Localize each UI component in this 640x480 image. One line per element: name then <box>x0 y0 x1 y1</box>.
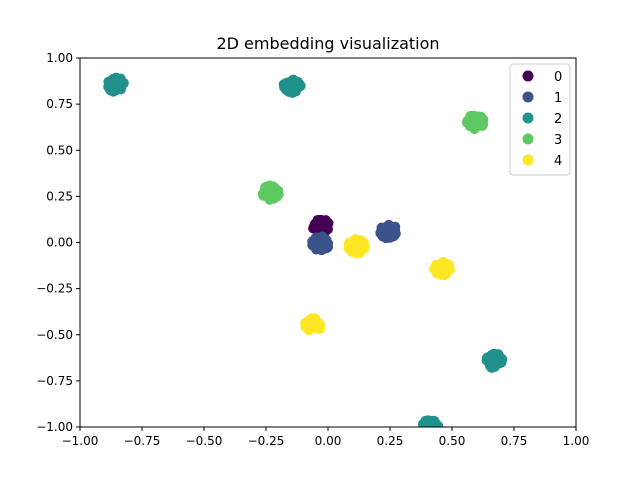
y-tick-label: 1.00 <box>46 51 73 65</box>
x-tick-label: 0.25 <box>377 434 404 448</box>
y-tick-label: −0.75 <box>36 374 73 388</box>
cluster-2-3 <box>417 415 444 439</box>
data-point <box>295 80 306 92</box>
data-point <box>269 189 281 201</box>
cluster-1-0 <box>307 231 334 256</box>
data-point <box>423 426 428 427</box>
chart-title: 2D embedding visualization <box>216 34 439 53</box>
legend-label: 2 <box>554 112 562 127</box>
data-points <box>103 72 508 439</box>
data-point <box>424 426 430 427</box>
legend-label: 4 <box>554 154 562 169</box>
y-tick-label: 0.50 <box>46 143 73 157</box>
legend: 0 1 2 3 4 <box>509 63 571 176</box>
data-point <box>439 269 450 281</box>
cluster-4-1 <box>428 256 456 281</box>
data-point <box>428 426 432 427</box>
data-point <box>344 237 356 249</box>
x-tick-label: 0.00 <box>315 434 342 448</box>
cluster-4-2 <box>300 313 326 336</box>
legend-marker <box>522 91 534 103</box>
data-point <box>488 360 499 371</box>
data-point <box>310 233 321 244</box>
data-point <box>475 112 486 124</box>
data-point <box>389 223 400 234</box>
legend-box <box>509 63 571 176</box>
y-tick-label: −1.00 <box>36 420 73 434</box>
x-tick-label: −1.00 <box>62 434 99 448</box>
data-point <box>426 427 436 437</box>
y-tick-label: −0.25 <box>36 282 73 296</box>
cluster-2-1 <box>278 74 306 98</box>
x-tick-label: 0.75 <box>501 434 528 448</box>
legend-marker <box>522 112 534 124</box>
data-point <box>426 429 436 439</box>
cluster-4-0 <box>343 234 370 259</box>
cluster-3-0 <box>257 180 284 205</box>
data-point <box>321 242 332 254</box>
y-tick-label: 0.25 <box>46 189 73 203</box>
data-point <box>427 428 437 438</box>
cluster-3-1 <box>462 110 489 134</box>
data-point <box>471 121 482 132</box>
x-tick-label: −0.75 <box>124 434 161 448</box>
data-point <box>382 228 393 240</box>
data-point <box>430 262 442 273</box>
legend-label: 3 <box>554 133 562 148</box>
data-point <box>424 421 435 427</box>
legend-label: 1 <box>554 91 562 106</box>
cluster-2-2 <box>481 348 508 373</box>
x-tick-label: −0.50 <box>186 434 223 448</box>
cluster-1-1 <box>375 219 401 244</box>
data-point <box>307 313 318 324</box>
y-axis: −1.00 −0.75 −0.50 −0.25 0.00 0.25 0.50 0.75 1.00 <box>36 51 80 434</box>
legend-marker <box>522 70 534 82</box>
legend-label: 0 <box>554 70 562 85</box>
y-tick-label: 0.75 <box>46 97 73 111</box>
cluster-2-0 <box>103 72 129 97</box>
x-tick-label: −0.25 <box>248 434 285 448</box>
legend-marker <box>522 154 534 166</box>
x-axis: −1.00 −0.75 −0.50 −0.25 0.00 0.25 0.50 0.75 1.00 <box>62 427 590 448</box>
data-point <box>312 214 323 226</box>
x-tick-label: 0.50 <box>439 434 466 448</box>
y-tick-label: 0.00 <box>46 236 73 250</box>
data-point <box>114 82 125 93</box>
legend-marker <box>522 133 534 145</box>
data-point <box>107 74 119 85</box>
data-point <box>287 87 298 98</box>
x-tick-label: 1.00 <box>563 434 590 448</box>
data-point <box>283 77 295 89</box>
data-point <box>261 188 272 199</box>
y-tick-label: −0.50 <box>36 328 73 342</box>
